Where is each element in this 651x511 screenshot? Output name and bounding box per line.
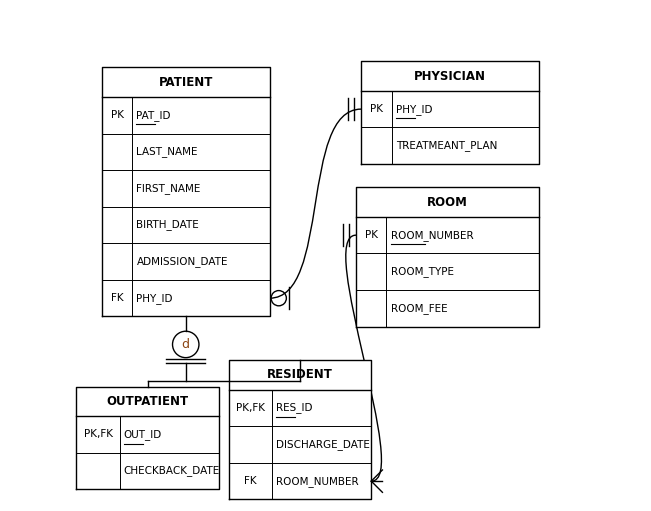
Text: PATIENT: PATIENT xyxy=(159,76,213,89)
Text: BIRTH_DATE: BIRTH_DATE xyxy=(137,220,199,230)
Text: ROOM_TYPE: ROOM_TYPE xyxy=(391,266,454,277)
Text: DISCHARGE_DATE: DISCHARGE_DATE xyxy=(276,439,370,450)
Text: PK: PK xyxy=(365,230,378,240)
Bar xyxy=(229,360,371,499)
Text: PK,FK: PK,FK xyxy=(236,403,265,413)
Text: FK: FK xyxy=(111,293,124,303)
Text: ROOM_NUMBER: ROOM_NUMBER xyxy=(276,476,359,486)
Bar xyxy=(76,387,219,489)
Text: RESIDENT: RESIDENT xyxy=(267,368,333,381)
Text: ROOM: ROOM xyxy=(427,196,468,208)
Text: PHYSICIAN: PHYSICIAN xyxy=(414,69,486,83)
Text: PK,FK: PK,FK xyxy=(83,429,113,439)
Text: PK: PK xyxy=(370,104,383,114)
Text: CHECKBACK_DATE: CHECKBACK_DATE xyxy=(124,466,220,476)
Text: d: d xyxy=(182,338,189,351)
Text: OUTPATIENT: OUTPATIENT xyxy=(107,395,189,408)
Text: PHY_ID: PHY_ID xyxy=(396,104,432,114)
Text: PK: PK xyxy=(111,110,124,120)
Text: OUT_ID: OUT_ID xyxy=(124,429,162,440)
Bar xyxy=(102,67,270,316)
Bar xyxy=(361,61,539,164)
Text: PHY_ID: PHY_ID xyxy=(137,293,173,304)
Text: LAST_NAME: LAST_NAME xyxy=(137,146,198,157)
Text: FIRST_NAME: FIRST_NAME xyxy=(137,183,201,194)
Text: PAT_ID: PAT_ID xyxy=(137,110,171,121)
Bar xyxy=(356,188,539,327)
Text: FK: FK xyxy=(244,476,257,486)
Text: ROOM_FEE: ROOM_FEE xyxy=(391,303,447,314)
Text: TREATMEANT_PLAN: TREATMEANT_PLAN xyxy=(396,141,497,151)
Text: RES_ID: RES_ID xyxy=(276,403,312,413)
Text: ROOM_NUMBER: ROOM_NUMBER xyxy=(391,230,473,241)
Text: ADMISSION_DATE: ADMISSION_DATE xyxy=(137,256,228,267)
